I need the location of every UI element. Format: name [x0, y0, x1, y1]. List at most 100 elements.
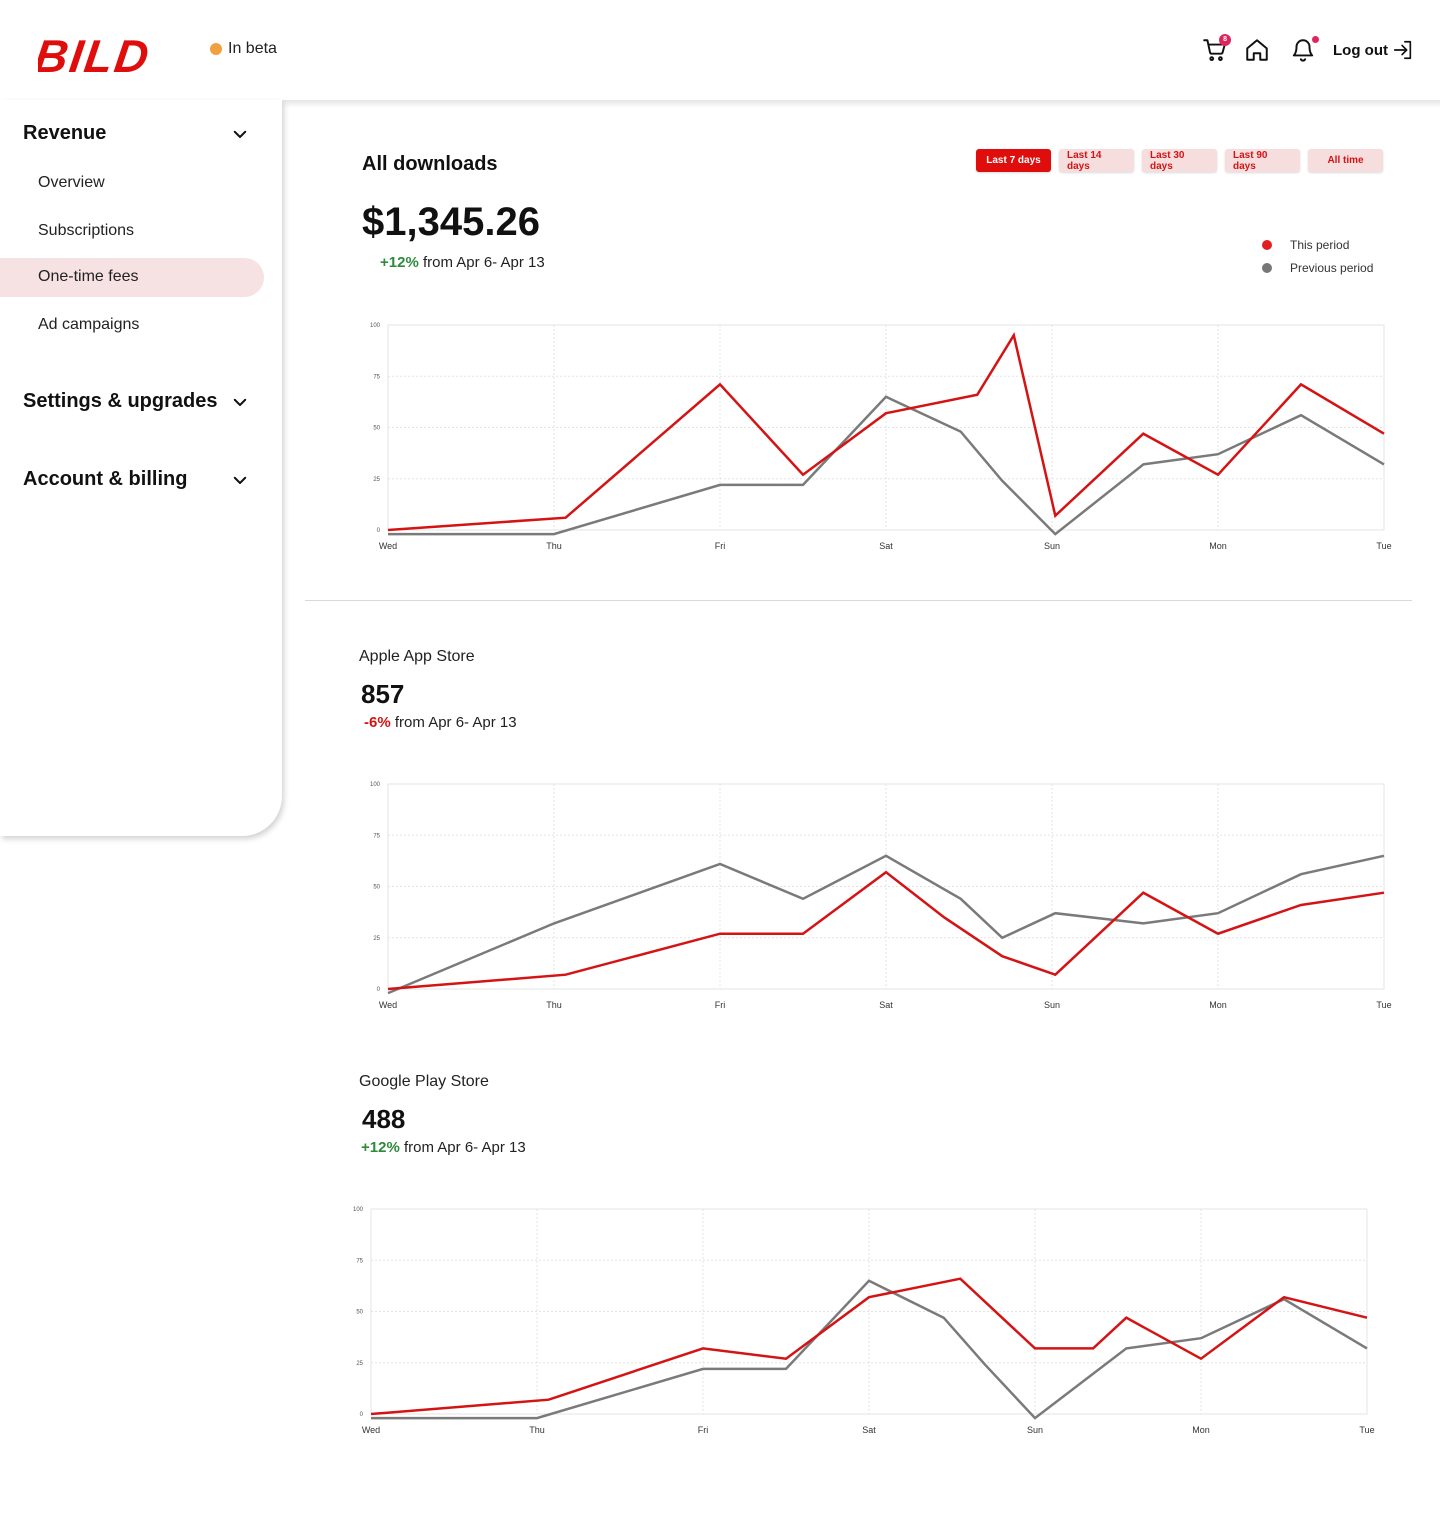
x-tick-label: Wed: [379, 1000, 397, 1010]
y-tick-label: 50: [356, 1310, 363, 1316]
sidebar-item-ad-campaigns[interactable]: Ad campaigns: [38, 316, 140, 333]
series-line-this-period: [387, 332, 1385, 532]
delta-period: from Apr 6- Apr 13: [390, 714, 517, 731]
x-tick-label: Fri: [715, 1000, 726, 1010]
series-line-this-period: [370, 1277, 1368, 1416]
header-shadow: [282, 100, 1440, 108]
logo-text: BILD: [38, 34, 154, 76]
y-tick-label: 100: [353, 1207, 364, 1213]
legend-item-previous-period: Previous period: [1262, 256, 1373, 279]
y-tick-label: 75: [373, 833, 380, 839]
x-tick-label: Sat: [879, 1000, 893, 1010]
series-line-previous-period: [387, 854, 1385, 995]
bild-logo[interactable]: BILD: [38, 34, 198, 76]
sidebar-section-settings[interactable]: Settings & upgrades: [23, 390, 249, 413]
notification-dot: [1312, 36, 1320, 43]
sidebar-item-subscriptions[interactable]: Subscriptions: [38, 222, 135, 239]
delta-period: from Apr 6- Apr 13: [418, 254, 545, 271]
google-store-delta: +12% from Apr 6- Apr 13: [361, 1139, 526, 1156]
tab-last-14-days[interactable]: Last 14 days: [1059, 149, 1134, 172]
series-line-previous-period: [388, 395, 1385, 536]
series-line-previous-period: [371, 1279, 1368, 1420]
home-icon: [1246, 39, 1268, 61]
cart-count-badge: 8: [1219, 34, 1232, 46]
tab-last-30-days[interactable]: Last 30 days: [1142, 149, 1217, 172]
logout-button[interactable]: Log out: [1333, 39, 1414, 61]
y-tick-label: 0: [377, 528, 381, 534]
y-tick-label: 50: [373, 885, 380, 891]
sidebar-section-label: Revenue: [23, 122, 107, 144]
sidebar-section-revenue[interactable]: Revenue: [23, 122, 249, 145]
x-tick-label: Fri: [698, 1425, 709, 1435]
delta-percent: +12%: [380, 254, 419, 271]
tab-last-90-days[interactable]: Last 90 days: [1225, 149, 1300, 172]
tab-last-7-days[interactable]: Last 7 days: [976, 149, 1051, 172]
y-tick-label: 100: [370, 782, 381, 788]
cart-button[interactable]: 8: [1201, 34, 1232, 64]
x-tick-label: Sat: [862, 1425, 876, 1435]
x-tick-label: Sat: [879, 541, 893, 551]
sidebar-section-label: Settings & upgrades: [23, 390, 218, 412]
legend-item-this-period: This period: [1262, 233, 1373, 256]
x-tick-label: Tue: [1376, 1000, 1391, 1010]
date-range-tabs: Last 7 days Last 14 days Last 30 days La…: [976, 149, 1383, 172]
x-tick-label: Thu: [546, 541, 562, 551]
tab-all-time[interactable]: All time: [1308, 149, 1383, 172]
chevron-down-icon: [233, 130, 247, 138]
y-tick-label: 25: [356, 1361, 363, 1367]
legend-swatch: [1262, 239, 1272, 250]
beta-badge: In beta: [210, 40, 277, 58]
google-store-value: 488: [362, 1104, 406, 1134]
top-header: BILD In beta 8 Log out: [0, 0, 1440, 100]
delta-percent: +12%: [361, 1139, 400, 1156]
legend-label: Previous period: [1290, 260, 1374, 275]
y-tick-label: 25: [373, 477, 380, 483]
y-tick-label: 50: [373, 426, 380, 432]
apple-store-delta: -6% from Apr 6- Apr 13: [364, 714, 517, 731]
x-tick-label: Sun: [1044, 541, 1060, 551]
all-downloads-chart: 0 25 50 75 100 Wed Thu Fri Sat Sun Mon Tue: [370, 323, 1392, 551]
total-revenue-value: $1,345.26: [362, 200, 540, 244]
series-line-this-period: [387, 870, 1385, 991]
chevron-down-icon: [233, 476, 247, 484]
x-tick-label: Wed: [362, 1425, 380, 1435]
google-store-chart: 0 25 50 75 100 Wed Thu Fri Sat Sun Mon Tue: [353, 1207, 1375, 1435]
delta-percent: -6%: [364, 714, 391, 731]
x-tick-label: Mon: [1209, 1000, 1227, 1010]
x-tick-label: Mon: [1192, 1425, 1210, 1435]
y-tick-label: 0: [377, 987, 381, 993]
chevron-down-icon: [233, 398, 247, 406]
cart-icon: [1203, 39, 1226, 62]
sidebar-section-label: Account & billing: [23, 468, 188, 490]
section-divider: [305, 600, 1412, 601]
x-tick-label: Thu: [529, 1425, 545, 1435]
notifications-button[interactable]: [1289, 36, 1320, 64]
y-tick-label: 25: [373, 936, 380, 942]
bell-icon: [1292, 39, 1314, 62]
apple-store-chart: 0 25 50 75 100 Wed Thu Fri Sat Sun Mon Tue: [370, 782, 1392, 1010]
sidebar-item-one-time-fees[interactable]: One-time fees: [38, 268, 139, 285]
logout-icon: [1393, 40, 1412, 60]
page-title: All downloads: [362, 153, 498, 175]
total-delta: +12% from Apr 6- Apr 13: [380, 254, 545, 271]
beta-status-dot: [210, 43, 222, 55]
y-tick-label: 0: [360, 1412, 364, 1418]
header-actions: 8 Log out: [1201, 34, 1414, 66]
x-tick-label: Mon: [1209, 541, 1227, 551]
y-tick-label: 100: [370, 323, 381, 329]
home-button[interactable]: [1243, 36, 1271, 64]
logout-label: Log out: [1333, 41, 1388, 59]
x-tick-label: Tue: [1359, 1425, 1374, 1435]
x-tick-label: Thu: [546, 1000, 562, 1010]
x-tick-label: Sun: [1044, 1000, 1060, 1010]
apple-store-title: Apple App Store: [359, 648, 475, 665]
delta-period: from Apr 6- Apr 13: [399, 1139, 526, 1156]
sidebar-section-account-billing[interactable]: Account & billing: [23, 468, 249, 491]
beta-label: In beta: [228, 40, 277, 57]
x-tick-label: Tue: [1376, 541, 1391, 551]
y-tick-label: 75: [373, 374, 380, 380]
apple-store-value: 857: [361, 679, 405, 709]
sidebar-item-overview[interactable]: Overview: [38, 174, 105, 191]
x-tick-label: Sun: [1027, 1425, 1043, 1435]
sidebar-active-highlight: [0, 258, 264, 297]
